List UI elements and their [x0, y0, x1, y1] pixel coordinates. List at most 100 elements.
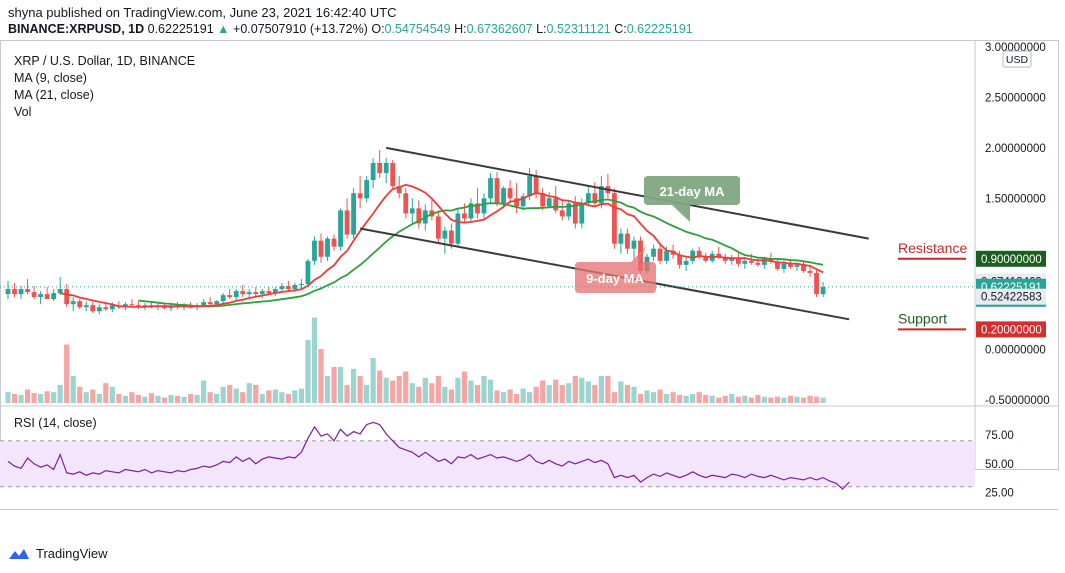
volume-bar	[324, 376, 331, 403]
volume-bar	[598, 376, 604, 403]
candle	[605, 174, 611, 199]
volume-bar	[109, 386, 115, 403]
volume-bar	[742, 395, 748, 403]
volume-bar	[279, 392, 285, 403]
volume-bar	[227, 385, 233, 403]
volume-bar	[455, 377, 461, 403]
volume-bar	[683, 395, 689, 403]
close-label: C:	[614, 22, 627, 36]
volume-bar	[637, 394, 644, 403]
volume-bar	[168, 394, 174, 403]
volume-bar	[350, 368, 357, 403]
last-price: 0.62225191	[147, 22, 214, 36]
candle	[722, 253, 728, 264]
volume-bar	[533, 386, 539, 403]
resistance-label: Resistance	[898, 240, 967, 256]
volume-bar	[259, 394, 265, 403]
volume-bar	[148, 393, 155, 403]
volume-bar	[357, 376, 363, 403]
volume-bar	[364, 385, 370, 403]
channel-upper-line[interactable]	[386, 146, 869, 240]
candle	[312, 236, 317, 265]
candle	[70, 297, 76, 312]
candle	[488, 173, 493, 204]
candle	[31, 286, 37, 300]
legend-ma9: MA (9, close)	[14, 71, 87, 85]
low-value: 0.52311121	[546, 22, 611, 36]
ma21-callout-label: 21-day MA	[659, 184, 725, 199]
candle	[227, 289, 233, 300]
ma9-line	[59, 183, 824, 308]
candle	[220, 293, 226, 304]
rsi-line	[7, 421, 850, 490]
candle	[598, 176, 604, 209]
candle	[240, 285, 246, 298]
volume-bar	[800, 397, 807, 403]
candle	[331, 234, 337, 251]
volume-bar	[585, 381, 591, 403]
candle	[364, 176, 370, 203]
candle	[631, 236, 637, 259]
candle	[572, 196, 578, 229]
volume-bar	[272, 389, 278, 403]
volume-bar	[174, 395, 181, 403]
volume-bar	[24, 389, 31, 403]
symbol-name: BINANCE:XRPUSD, 1D	[8, 22, 145, 36]
candle	[409, 198, 415, 224]
open-label: O:	[371, 22, 385, 36]
volume-bar	[579, 377, 585, 403]
ma21-callout[interactable]: 21-day MA	[644, 176, 740, 222]
candle	[136, 301, 141, 310]
volume-bar	[253, 385, 259, 403]
volume-bar	[331, 367, 337, 403]
candle	[207, 297, 213, 306]
candle	[435, 210, 441, 244]
ma9-callout[interactable]: 9-day MA	[575, 246, 656, 293]
volume-bar	[57, 385, 63, 403]
volume-bar	[383, 377, 389, 403]
volume-bar	[514, 394, 520, 403]
volume-bar	[500, 392, 507, 403]
volume-bar	[233, 388, 239, 403]
candle	[403, 188, 409, 219]
volume-bar	[644, 390, 650, 403]
volume-bar	[409, 383, 415, 403]
price-tick-label: -0.50000000	[985, 395, 1050, 407]
volume-bar	[527, 392, 533, 403]
volume-bar	[187, 394, 194, 403]
candle	[25, 278, 30, 295]
volume-bar	[481, 376, 487, 403]
volume-bar	[553, 379, 559, 403]
candle	[475, 188, 480, 219]
volume-bar	[768, 397, 774, 403]
candle	[612, 188, 617, 249]
volume-bar	[116, 394, 122, 403]
legend-rsi: RSI (14, close)	[14, 416, 97, 430]
high-label: H:	[454, 22, 467, 36]
currency-badge[interactable]: USD	[1002, 50, 1032, 68]
volume-bar	[207, 392, 213, 403]
candle	[338, 208, 343, 251]
volume-bar	[64, 344, 70, 403]
volume-bar	[468, 380, 474, 403]
ma21-line	[138, 198, 824, 308]
volume-bar	[611, 392, 618, 403]
candle	[38, 291, 44, 305]
volume-bar	[631, 386, 637, 403]
candle	[325, 236, 330, 261]
candle	[64, 284, 70, 308]
volume-bar	[122, 395, 128, 403]
price-badge-value: 0.20000000	[981, 324, 1042, 336]
volume-bar	[540, 380, 546, 403]
tradingview-footer[interactable]: TradingView	[8, 546, 108, 561]
volume-bar	[135, 394, 142, 403]
candle	[442, 226, 448, 254]
candle	[357, 176, 363, 209]
candle	[657, 243, 663, 264]
candle	[168, 304, 174, 312]
volume-bar	[755, 394, 761, 403]
volume-bar	[129, 392, 135, 403]
volume-bar	[696, 392, 702, 403]
volume-bar	[592, 385, 598, 403]
